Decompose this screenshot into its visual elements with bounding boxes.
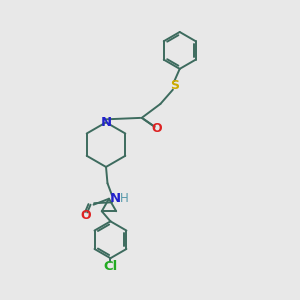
Text: H: H bbox=[120, 192, 129, 205]
Text: N: N bbox=[110, 192, 121, 205]
Text: S: S bbox=[170, 79, 179, 92]
Text: N: N bbox=[100, 116, 112, 129]
Text: O: O bbox=[151, 122, 162, 135]
Text: Cl: Cl bbox=[103, 260, 118, 273]
Text: O: O bbox=[80, 209, 91, 223]
